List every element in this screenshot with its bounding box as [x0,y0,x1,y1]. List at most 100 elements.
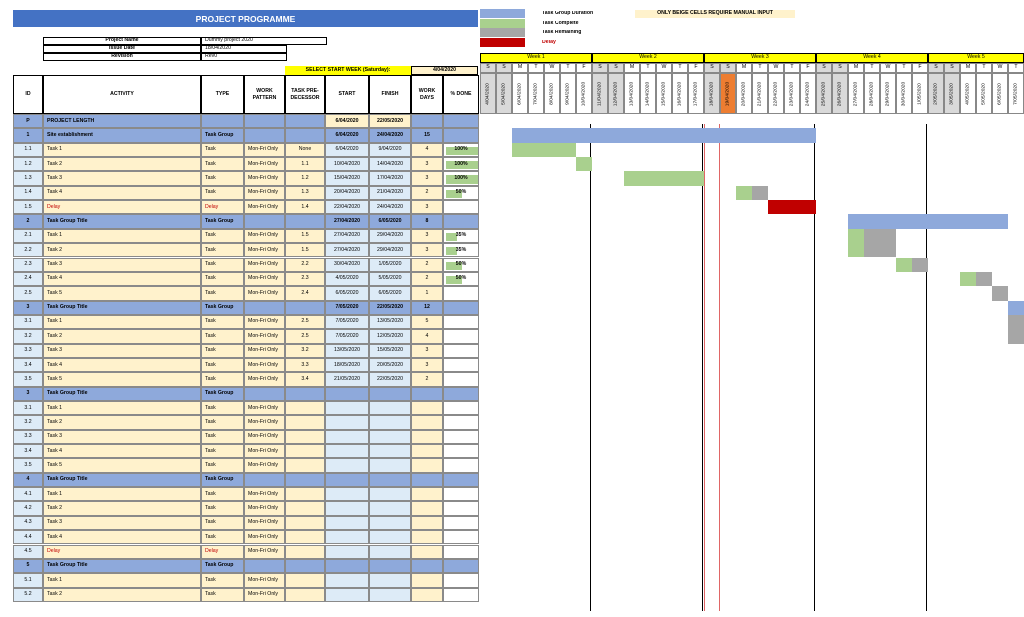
cell-activity[interactable]: Task 2 [43,329,201,344]
cell-activity[interactable]: Task Group Title [43,472,201,488]
cell-pred[interactable] [285,573,325,588]
cell-done[interactable] [443,515,479,531]
cell-days[interactable]: 3 [411,200,443,215]
cell-start[interactable] [325,386,369,401]
cell-days[interactable]: 15 [411,128,443,143]
table-row[interactable]: P PROJECT LENGTH 6/04/2020 22/05/2020 [13,114,479,129]
cell-finish[interactable]: 13/05/2020 [369,314,411,330]
cell-done[interactable]: 100% [443,171,479,186]
cell-pred[interactable]: 1.2 [285,171,325,186]
cell-type[interactable]: Task [201,458,244,473]
cell-activity[interactable]: Task 4 [43,444,201,459]
cell-activity[interactable]: Site establishment [43,128,201,143]
cell-finish[interactable]: 24/04/2020 [369,128,411,143]
cell-done[interactable] [443,357,479,373]
cell-finish[interactable]: 6/05/2020 [369,286,411,301]
cell-start[interactable] [325,515,369,531]
cell-finish[interactable]: 9/04/2020 [369,142,411,158]
info-value[interactable]: Rev0 [201,53,287,61]
cell-pattern[interactable]: Mon-Fri Only [244,573,285,588]
cell-pred[interactable] [285,300,325,315]
cell-type[interactable]: Task [201,243,244,258]
cell-pred[interactable] [285,415,325,430]
cell-pattern[interactable]: Mon-Fri Only [244,171,285,186]
cell-finish[interactable] [369,587,411,602]
cell-days[interactable]: 3 [411,171,443,186]
cell-finish[interactable]: 22/05/2020 [369,300,411,315]
cell-start[interactable]: 27/04/2020 [325,228,369,244]
cell-days[interactable] [411,587,443,602]
cell-pred[interactable]: 2.2 [285,257,325,272]
table-row[interactable]: 3.5 Task 5 Task Mon-Fri Only [13,458,479,473]
cell-start[interactable] [325,544,369,559]
cell-days[interactable] [411,472,443,488]
cell-pred[interactable]: 3.2 [285,343,325,358]
table-row[interactable]: 1.1 Task 1 Task Mon-Fri Only None 6/04/2020 9/… [13,142,479,158]
cell-start[interactable]: 30/04/2020 [325,257,369,272]
table-row[interactable]: 3.1 Task 1 Task Mon-Fri Only [13,401,479,416]
table-row[interactable]: 4.3 Task 3 Task Mon-Fri Only [13,515,479,531]
cell-activity[interactable]: Task 5 [43,372,201,387]
cell-activity[interactable]: Task 2 [43,501,201,516]
cell-pred[interactable]: 2.3 [285,271,325,287]
cell-done[interactable]: 50% [443,257,479,272]
cell-pred[interactable]: 2.4 [285,286,325,301]
cell-pred[interactable]: 2.5 [285,329,325,344]
cell-finish[interactable] [369,544,411,559]
cell-finish[interactable] [369,501,411,516]
cell-pattern[interactable] [244,114,285,129]
cell-pred[interactable] [285,444,325,459]
cell-done[interactable] [443,329,479,344]
cell-done[interactable] [443,386,479,401]
cell-days[interactable] [411,415,443,430]
cell-type[interactable]: Task Group [201,386,244,401]
cell-finish[interactable] [369,487,411,502]
cell-pred[interactable] [285,515,325,531]
cell-start[interactable] [325,573,369,588]
cell-start[interactable]: 6/05/2020 [325,286,369,301]
cell-activity[interactable]: Task 1 [43,142,201,158]
cell-finish[interactable] [369,415,411,430]
cell-days[interactable]: 2 [411,257,443,272]
table-row[interactable]: 4.2 Task 2 Task Mon-Fri Only [13,501,479,516]
cell-done[interactable]: 100% [443,157,479,172]
cell-days[interactable] [411,501,443,516]
cell-days[interactable]: 3 [411,243,443,258]
cell-finish[interactable]: 22/05/2020 [369,114,411,129]
cell-start[interactable]: 27/04/2020 [325,243,369,258]
table-row[interactable]: 2.3 Task 3 Task Mon-Fri Only 2.2 30/04/2020 1/… [13,257,479,272]
cell-type[interactable]: Task [201,142,244,158]
cell-pred[interactable]: 3.3 [285,357,325,373]
cell-type[interactable]: Delay [201,200,244,215]
table-row[interactable]: 3.3 Task 3 Task Mon-Fri Only 3.2 13/05/2020 15… [13,343,479,358]
cell-pattern[interactable]: Mon-Fri Only [244,372,285,387]
cell-days[interactable]: 12 [411,300,443,315]
cell-finish[interactable]: 15/05/2020 [369,343,411,358]
table-row[interactable]: 2.2 Task 2 Task Mon-Fri Only 1.5 27/04/2020 29… [13,243,479,258]
cell-done[interactable] [443,429,479,445]
cell-activity[interactable]: Task 3 [43,343,201,358]
cell-days[interactable] [411,429,443,445]
cell-start[interactable] [325,472,369,488]
cell-finish[interactable] [369,558,411,574]
cell-pattern[interactable]: Mon-Fri Only [244,415,285,430]
cell-done[interactable] [443,128,479,143]
cell-done[interactable] [443,573,479,588]
cell-done[interactable] [443,472,479,488]
cell-pred[interactable] [285,487,325,502]
cell-activity[interactable]: Task 1 [43,573,201,588]
cell-type[interactable]: Task [201,228,244,244]
cell-pattern[interactable]: Mon-Fri Only [244,286,285,301]
cell-finish[interactable] [369,444,411,459]
cell-type[interactable]: Task [201,415,244,430]
cell-activity[interactable]: Task 1 [43,401,201,416]
cell-start[interactable] [325,458,369,473]
cell-done[interactable] [443,458,479,473]
cell-type[interactable]: Task [201,429,244,445]
cell-done[interactable] [443,401,479,416]
cell-pred[interactable] [285,429,325,445]
cell-activity[interactable]: Task 2 [43,587,201,602]
cell-pred[interactable]: 2.5 [285,314,325,330]
cell-activity[interactable]: Task 4 [43,357,201,373]
cell-activity[interactable]: Delay [43,200,201,215]
